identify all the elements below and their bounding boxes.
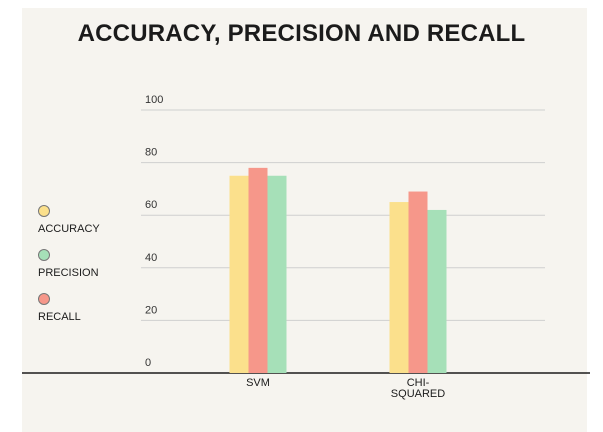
bars	[229, 167, 447, 373]
precision-swatch	[38, 249, 50, 261]
y-tick-label: 40	[145, 252, 157, 264]
bar-precision-2	[427, 209, 447, 373]
legend-label-accuracy: ACCURACY	[38, 223, 100, 235]
x-tick-label: CHI-SQUARED	[391, 377, 445, 400]
gridlines	[141, 109, 545, 321]
recall-swatch	[38, 293, 50, 305]
legend-label-precision: PRECISION	[38, 267, 99, 279]
bar-recall-1	[248, 167, 268, 373]
bar-accuracy-2	[389, 202, 409, 373]
y-tick-label: 20	[145, 304, 157, 316]
y-tick-label: 60	[145, 199, 157, 211]
bar-accuracy-1	[229, 175, 249, 373]
bar-precision-1	[267, 175, 287, 373]
bar-recall-2	[408, 191, 428, 373]
chart-background	[22, 8, 587, 432]
x-axis-categories: SVM CHI-SQUARED	[246, 377, 445, 400]
x-tick-label: SVM	[246, 377, 270, 389]
y-tick-label: 100	[145, 94, 163, 106]
y-tick-label: 0	[145, 357, 151, 369]
y-axis-ticks: 0 20 40 60 80 100	[145, 94, 163, 369]
chart-title: ACCURACY, PRECISION AND RECALL	[77, 20, 526, 47]
y-tick-label: 80	[145, 147, 157, 159]
legend-label-recall: RECALL	[38, 311, 81, 323]
accuracy-swatch	[38, 205, 50, 217]
